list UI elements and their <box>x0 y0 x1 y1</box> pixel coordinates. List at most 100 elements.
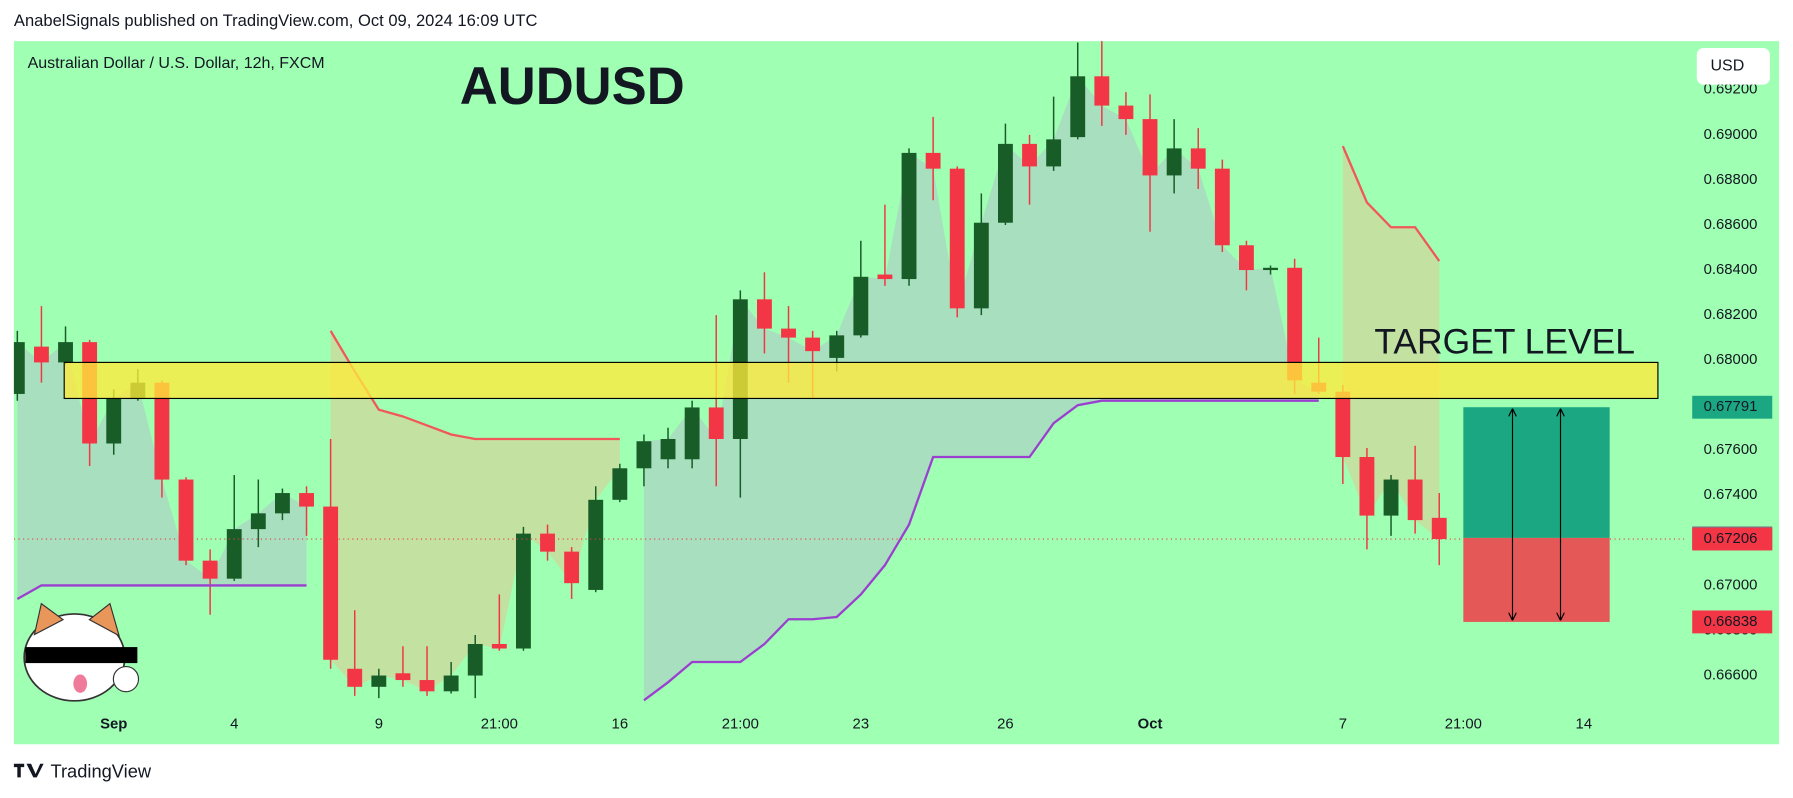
brand-logo: TradingView <box>13 761 152 782</box>
plot-area <box>13 41 1685 702</box>
candle-body <box>1190 148 1206 169</box>
candle-body <box>491 644 507 649</box>
candle-body <box>588 499 604 590</box>
candle-body <box>660 438 676 460</box>
candle-body <box>901 152 917 280</box>
candle-body <box>1383 479 1399 516</box>
candle-body <box>1335 391 1351 458</box>
y-tick-label: 0.68200 <box>1704 307 1758 323</box>
y-tick-label: 0.67600 <box>1704 442 1758 458</box>
candle-body <box>1022 143 1037 167</box>
y-tick-label: 0.67000 <box>1704 577 1758 593</box>
candle-body <box>1359 457 1375 516</box>
candle-body <box>829 335 845 358</box>
candle-body <box>371 675 387 687</box>
candle-body <box>1166 148 1182 176</box>
candle-body <box>949 168 965 309</box>
y-tick-label: 0.66600 <box>1704 667 1758 683</box>
x-tick-label: 4 <box>230 717 238 733</box>
candle-body <box>1046 139 1062 167</box>
mascot-ear <box>33 602 65 636</box>
candle-body <box>106 398 122 444</box>
candle-body <box>1142 119 1158 176</box>
candle-body <box>323 506 339 660</box>
zone-label: TARGET LEVEL <box>1374 321 1635 361</box>
candle-body <box>33 346 49 363</box>
candle-body <box>250 513 266 530</box>
y-tick-label: 0.69200 <box>1704 82 1758 98</box>
indicator-cloud <box>330 330 620 692</box>
x-tick-label: 23 <box>853 717 870 733</box>
currency-button[interactable]: USD <box>1696 48 1770 85</box>
candle-body <box>805 337 821 352</box>
currency-label[interactable]: USD <box>1711 58 1745 75</box>
indicator-line <box>329 330 620 441</box>
candle-body <box>154 382 170 480</box>
x-tick-label: Oct <box>1138 717 1163 733</box>
mascot <box>23 602 140 702</box>
candle-body <box>1094 76 1110 106</box>
candle-body <box>13 342 25 394</box>
candle-body <box>1287 267 1303 381</box>
candle-body <box>226 529 242 579</box>
brand-mark <box>13 763 44 778</box>
x-tick-label: 21:00 <box>1445 717 1482 733</box>
candle-body <box>515 533 531 649</box>
candle-body <box>853 276 869 336</box>
candle-body <box>395 673 411 681</box>
price-label-bg <box>1692 527 1773 551</box>
x-tick-label: 14 <box>1576 717 1593 733</box>
mascot-tongue <box>73 674 88 693</box>
profit-zone <box>1463 407 1610 538</box>
y-tick-label: 0.68600 <box>1704 217 1758 233</box>
candle-body <box>202 560 218 579</box>
symbol-description: Australian Dollar / U.S. Dollar, 12h, FX… <box>28 55 325 72</box>
candle-body <box>540 533 555 552</box>
chart-title: AUDUSD <box>460 57 685 116</box>
indicator-line <box>16 584 307 600</box>
price-label-bg <box>1692 610 1773 634</box>
mascot-paw <box>112 665 140 693</box>
indicator-line <box>1341 145 1441 262</box>
candle-body <box>997 143 1013 223</box>
candle-body <box>1407 479 1423 521</box>
candle-body <box>467 644 483 676</box>
candle-body <box>419 680 435 692</box>
mascot-ear <box>88 602 121 637</box>
price-label: 0.67206 <box>1704 531 1758 547</box>
x-tick-label: 7 <box>1339 717 1347 733</box>
x-tick-label: 21:00 <box>722 717 759 733</box>
y-tick-label: 0.68400 <box>1704 262 1758 278</box>
y-tick-label: 0.69000 <box>1704 127 1758 143</box>
candle-body <box>564 551 580 584</box>
y-tick-label: 0.67400 <box>1704 487 1758 503</box>
candle-body <box>925 152 941 169</box>
indicator-line <box>643 399 1319 702</box>
y-tick-label: 0.68000 <box>1704 352 1758 368</box>
candle-body <box>178 479 194 561</box>
candle-body <box>274 493 290 514</box>
x-tick-label: 9 <box>375 717 383 733</box>
price-label: 0.67791 <box>1704 399 1758 415</box>
price-axis: 0.666000.668000.670000.672000.674000.676… <box>1692 82 1773 683</box>
candle-body <box>299 493 314 507</box>
candle-body <box>684 407 700 460</box>
candle-body <box>1238 245 1254 271</box>
x-tick-label: Sep <box>100 717 127 733</box>
candle-body <box>756 299 772 329</box>
candle-body <box>1431 517 1447 540</box>
candle-body <box>636 441 652 469</box>
indicator-cloud <box>1342 146 1440 540</box>
mascot-sunglasses <box>25 647 138 664</box>
x-tick-label: 16 <box>612 717 629 733</box>
currency-button-bg[interactable] <box>1696 48 1770 85</box>
candle-body <box>1070 76 1086 138</box>
candle-body <box>877 274 893 280</box>
candle-body <box>708 407 724 439</box>
candle-body <box>1118 105 1134 120</box>
x-tick-label: 26 <box>997 717 1014 733</box>
x-tick-label: 21:00 <box>481 717 518 733</box>
candle-body <box>443 675 459 692</box>
